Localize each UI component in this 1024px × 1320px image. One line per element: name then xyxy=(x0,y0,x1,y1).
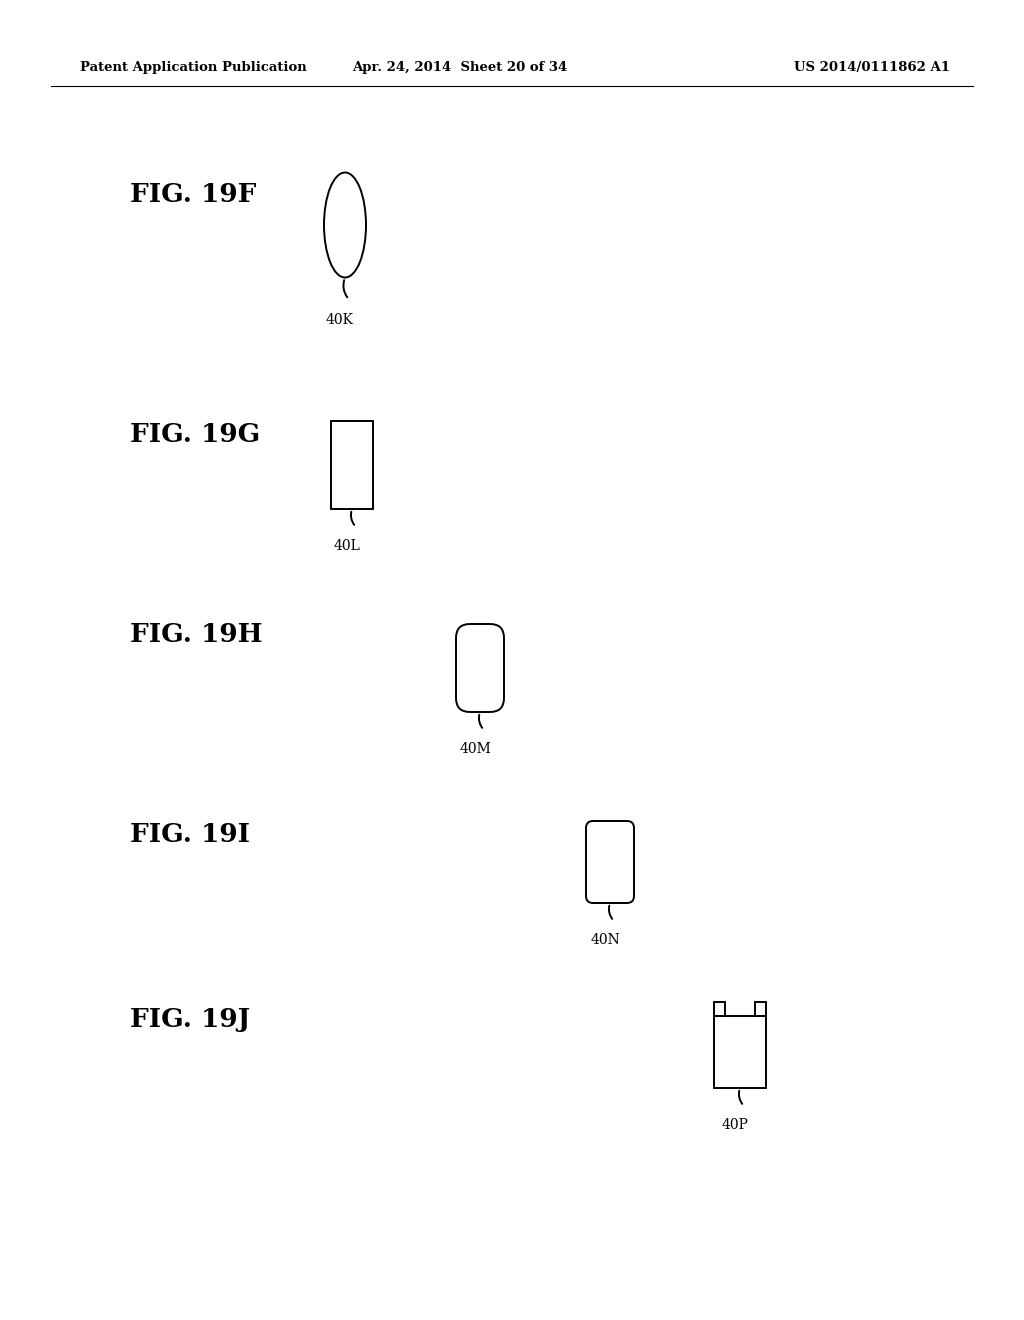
Text: FIG. 19G: FIG. 19G xyxy=(130,422,260,447)
Bar xyxy=(755,1002,766,1016)
Text: FIG. 19J: FIG. 19J xyxy=(130,1007,250,1032)
Text: 40M: 40M xyxy=(459,742,490,756)
Text: 40P: 40P xyxy=(722,1118,749,1133)
Text: Patent Application Publication: Patent Application Publication xyxy=(80,62,307,74)
Text: FIG. 19H: FIG. 19H xyxy=(130,623,262,648)
Text: Apr. 24, 2014  Sheet 20 of 34: Apr. 24, 2014 Sheet 20 of 34 xyxy=(352,62,567,74)
Text: FIG. 19I: FIG. 19I xyxy=(130,822,250,847)
Text: 40K: 40K xyxy=(326,314,354,327)
Text: FIG. 19F: FIG. 19F xyxy=(130,182,256,207)
Text: 40L: 40L xyxy=(334,539,360,553)
Text: US 2014/0111862 A1: US 2014/0111862 A1 xyxy=(794,62,950,74)
Bar xyxy=(714,1002,725,1016)
Bar xyxy=(331,421,373,510)
Text: 40N: 40N xyxy=(590,933,620,946)
Bar xyxy=(714,1016,766,1088)
